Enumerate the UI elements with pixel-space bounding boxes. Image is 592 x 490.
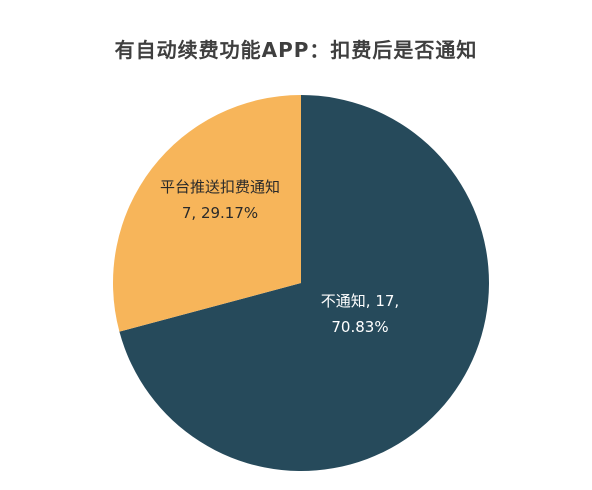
chart-title: 有自动续费功能APP：扣费后是否通知	[114, 38, 478, 62]
pie-slice-label: 不通知, 17, 70.83%	[321, 292, 399, 336]
pie-slice-no-notice	[119, 95, 489, 472]
pie-slice-platform-notice	[113, 95, 301, 332]
pie-labels: 不通知, 17, 70.83% 平台推送扣费通知 7, 29.17%	[160, 178, 399, 336]
pie-slice-label: 平台推送扣费通知 7, 29.17%	[160, 178, 280, 222]
pie-slices	[113, 95, 489, 472]
